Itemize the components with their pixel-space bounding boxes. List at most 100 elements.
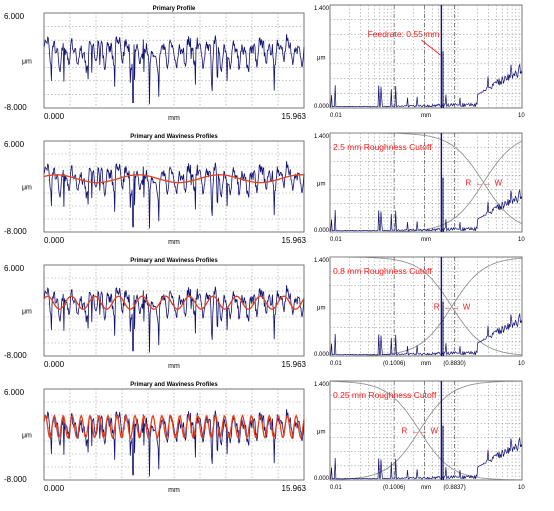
annotation-text: 0.8 mm Roughness Cutoff (333, 266, 432, 276)
plot-area (329, 4, 523, 109)
profile-chart-4: Primary and Waviness Profiles 6.000 μm -8.0… (4, 382, 307, 494)
y-unit-label: μm (317, 306, 325, 312)
profile-chart-1: Primary Profile 6.000 μm -8.000 0.000 mm 15.96… (4, 6, 307, 122)
cutoff-bracket-label: (0.8837) (443, 485, 465, 491)
x-unit-label: mm (168, 239, 180, 246)
annotation-leader (421, 39, 441, 56)
annotation-text: Feedrate: 0.55 mm (368, 29, 440, 39)
waviness-filter-curve (330, 140, 523, 233)
x-right-label: 10 (518, 113, 525, 119)
chart-title: Primary and Waviness Profiles (130, 382, 218, 388)
cutoff-bracket-label: (0.1006) (383, 485, 405, 491)
x-right-label: 10 (518, 237, 525, 243)
profile-chart-2: Primary and Waviness Profiles 6.000 μm -8.0… (4, 134, 307, 246)
waviness-profile-line (43, 174, 304, 184)
plot-area (329, 380, 523, 481)
waviness-filter-curve (329, 257, 523, 357)
roughness-filter-curve (330, 132, 523, 225)
y-unit-label: μm (22, 185, 32, 192)
y-bottom-label: 0.000 (314, 228, 330, 234)
waviness-label: W (463, 303, 471, 312)
primary-profile-line (43, 33, 305, 105)
x-right-label: 15.963 (282, 236, 307, 245)
y-top-label: 6.000 (4, 264, 25, 273)
roughness-filter-curve (329, 256, 523, 356)
x-unit-label: mm (421, 361, 431, 367)
chart-title: Primary and Waviness Profiles (130, 258, 218, 264)
y-bottom-label: -8.000 (4, 351, 27, 360)
profile-panel-1: Primary Profile 6.000 μm -8.000 0.000 mm 15.96… (0, 0, 310, 128)
y-top-label: 1.400 (314, 382, 330, 388)
annotation-text: 0.25 mm Roughness Cutoff (333, 390, 437, 400)
y-bottom-label: 0.000 (314, 476, 330, 482)
y-top-label: 1.400 (314, 6, 330, 12)
cutoff-bracket-label: (0.1006) (383, 361, 405, 367)
y-bottom-label: -8.000 (4, 475, 27, 484)
x-right-label: 10 (518, 361, 525, 367)
waviness-label: W (430, 427, 438, 436)
spectrum-panel-1: 1.400 μm 0.000 0.01 mm 10 Feedrate: 0.55 mm (310, 0, 554, 128)
roughness-label: R (401, 427, 407, 436)
y-top-label: 6.000 (4, 388, 25, 397)
x-right-label: 15.963 (282, 360, 307, 369)
plot-area (43, 12, 305, 109)
x-right-label: 15.963 (282, 484, 307, 493)
profile-panel-4: Primary and Waviness Profiles 6.000 μm -8.0… (0, 376, 310, 500)
y-unit-label: μm (317, 182, 325, 188)
roughness-label: R (465, 179, 471, 188)
waviness-profile-line (43, 295, 305, 310)
x-unit-label: mm (421, 485, 431, 491)
chart-title: Primary Profile (153, 6, 196, 12)
primary-profile-line (43, 409, 305, 477)
plot-area (329, 132, 523, 233)
annotation-text: 2.5 mm Roughness Cutoff (333, 142, 432, 152)
spectrum-line (329, 312, 523, 357)
x-unit-label: mm (421, 237, 431, 243)
x-left-label: 0.01 (330, 361, 342, 367)
spectrum-line (329, 63, 523, 109)
spectrum-line (329, 188, 523, 233)
y-unit-label: μm (317, 430, 325, 436)
x-left-label: 0.000 (44, 236, 65, 245)
waviness-filter-curve (330, 380, 522, 480)
x-unit-label: mm (168, 363, 180, 370)
x-left-label: 0.01 (330, 113, 342, 119)
primary-profile-line (43, 161, 305, 229)
waviness-profile-line (43, 414, 305, 440)
x-unit-label: mm (421, 113, 431, 119)
spectrum-line (329, 436, 523, 481)
x-unit-label: mm (168, 115, 180, 122)
x-right-label: 15.963 (282, 112, 307, 121)
y-unit-label: μm (22, 59, 32, 66)
x-right-label: 10 (518, 485, 525, 491)
y-bottom-label: -8.000 (4, 227, 27, 236)
y-top-label: 1.400 (314, 258, 330, 264)
chart-title: Primary and Waviness Profiles (130, 134, 218, 140)
waviness-label: W (494, 179, 502, 188)
spectrum-panel-2: 1.400 μm 0.000 0.01 mm 10 R ←→ W 2.5 mm Roughness… (310, 128, 554, 252)
x-left-label: 0.000 (44, 112, 65, 121)
y-bottom-label: -8.000 (4, 103, 27, 112)
y-unit-label: μm (22, 433, 32, 440)
y-unit-label: μm (22, 309, 32, 316)
profile-chart-3: Primary and Waviness Profiles 6.000 μm -8.0… (4, 258, 307, 370)
profile-panel-3: Primary and Waviness Profiles 6.000 μm -8.0… (0, 252, 310, 376)
primary-profile-line (43, 285, 305, 353)
x-left-label: 0.01 (330, 237, 342, 243)
rw-arrow-label: ←→ (475, 179, 491, 188)
rw-arrow-label: ←→ (411, 427, 427, 436)
y-unit-label: μm (317, 56, 325, 62)
x-left-label: 0.01 (330, 485, 342, 491)
cutoff-bracket-label: (0.8830) (443, 361, 465, 367)
rw-arrow-label: ←→ (444, 303, 460, 312)
y-top-label: 6.000 (4, 140, 25, 149)
roughness-filter-curve (330, 381, 522, 481)
x-left-label: 0.000 (44, 360, 65, 369)
y-bottom-label: 0.000 (314, 104, 330, 110)
x-left-label: 0.000 (44, 484, 65, 493)
x-unit-label: mm (168, 487, 180, 494)
